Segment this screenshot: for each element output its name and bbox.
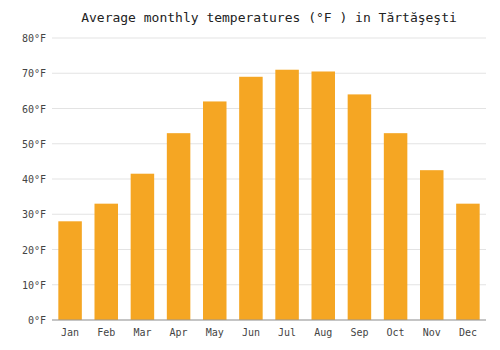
bar: [456, 204, 480, 320]
x-tick-label: Jun: [242, 327, 260, 338]
y-tick-label: 80°F: [22, 33, 46, 44]
bars: [58, 70, 479, 320]
grid-line: [52, 73, 486, 74]
x-tick-label: Oct: [387, 327, 405, 338]
x-tick-label: Jan: [61, 327, 79, 338]
y-tick-label: 0°F: [28, 315, 46, 326]
grid: [52, 38, 486, 320]
y-tick-label: 70°F: [22, 68, 46, 79]
bar: [348, 94, 372, 320]
bar: [311, 71, 335, 320]
x-tick-label: Jul: [278, 327, 296, 338]
grid-line: [52, 108, 486, 109]
bar: [167, 133, 191, 320]
y-tick-label: 30°F: [22, 209, 46, 220]
y-tick-label: 60°F: [22, 104, 46, 115]
x-tick-label: May: [206, 327, 224, 338]
x-tick-label: Apr: [170, 327, 188, 338]
bar: [239, 77, 263, 320]
bar: [131, 174, 155, 320]
bar: [384, 133, 408, 320]
grid-line: [52, 38, 486, 39]
y-tick-label: 20°F: [22, 245, 46, 256]
title: Average monthly temperatures (°F ) in Tă…: [81, 10, 457, 25]
y-tick-label: 40°F: [22, 174, 46, 185]
bar: [58, 221, 82, 320]
y-tick-label: 10°F: [22, 280, 46, 291]
x-tick-label: Dec: [459, 327, 477, 338]
bar: [203, 101, 227, 320]
bar: [420, 170, 444, 320]
bar: [275, 70, 299, 320]
x-axis-line: [52, 320, 486, 321]
x-tick-label: Sep: [350, 327, 368, 338]
grid-line: [52, 143, 486, 144]
chart-container: Average monthly temperatures (°F ) in Tă…: [0, 0, 500, 350]
bar: [94, 204, 118, 320]
y-tick-label: 50°F: [22, 139, 46, 150]
x-tick-label: Aug: [314, 327, 332, 338]
chart: Average monthly temperatures (°F ) in Tă…: [0, 0, 500, 350]
grid-line: [52, 320, 486, 321]
x-tick-label: Feb: [97, 327, 115, 338]
x-tick-label: Mar: [133, 327, 151, 338]
x-tick-label: Nov: [423, 327, 441, 338]
